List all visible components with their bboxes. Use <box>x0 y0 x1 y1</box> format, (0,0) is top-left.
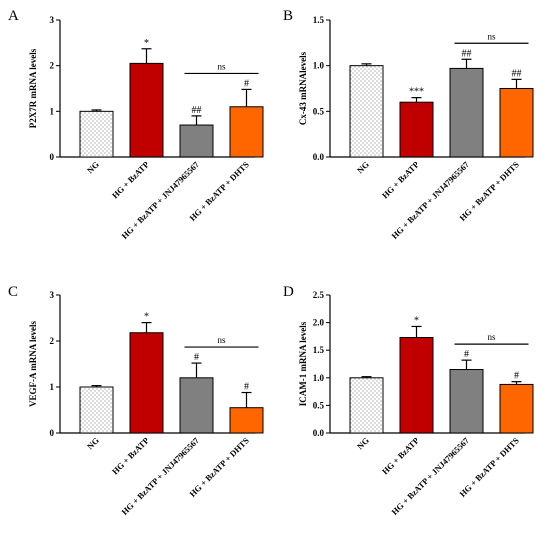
panel-letter: D <box>283 284 294 300</box>
bar-3 <box>449 369 484 434</box>
significance-label: ## <box>512 68 522 79</box>
y-axis-label: Cx-43 mRNAlevels <box>298 51 308 125</box>
bar-1 <box>349 377 384 434</box>
ns-label: ns <box>487 31 496 41</box>
x-category-label: HG + BzATP <box>380 159 421 200</box>
panel-letter: A <box>8 8 19 24</box>
x-category-label: NG <box>355 435 371 451</box>
significance-label: # <box>244 78 249 89</box>
y-tick-label: 1.0 <box>313 61 325 71</box>
bar-2 <box>399 101 434 158</box>
bar-1 <box>349 65 384 158</box>
y-tick-label: 0.5 <box>313 400 325 410</box>
ns-label: ns <box>217 61 226 71</box>
bar-3 <box>179 377 214 434</box>
significance-label: * <box>144 312 149 323</box>
bar-4 <box>229 106 264 158</box>
y-tick-label: 1 <box>50 382 55 392</box>
bar-4 <box>499 383 534 434</box>
y-tick-label: 0 <box>50 428 55 438</box>
x-category-label: NG <box>355 159 371 175</box>
x-category-label: HG + BzATP <box>380 435 421 476</box>
y-tick-label: 2 <box>50 61 55 71</box>
chart-panel-d: D 0.0 0.5 1.0 1.5 2.0 2.5 ICAM-1 mRNA levels NG *… <box>283 284 534 517</box>
y-tick-label: 0.0 <box>313 428 325 438</box>
y-tick-label: 1.5 <box>313 15 325 25</box>
x-category-label: NG <box>85 435 101 451</box>
bar-1 <box>79 110 114 158</box>
bar-1 <box>79 386 114 434</box>
y-tick-label: 1.5 <box>313 345 325 355</box>
y-axis-label: VEGF-A mRNA levels <box>28 321 38 407</box>
bar-4 <box>229 407 264 434</box>
significance-label: *** <box>409 87 424 98</box>
significance-label: # <box>194 352 199 363</box>
significance-label: * <box>144 38 149 49</box>
significance-label: # <box>464 349 469 360</box>
y-tick-label: 0.5 <box>313 106 325 116</box>
chart-panel-b: B 0.0 0.5 1.0 1.5 Cx-43 mRNAlevels NG *** HG + B… <box>283 8 534 241</box>
y-tick-label: 2 <box>50 336 55 346</box>
y-tick-label: 2.0 <box>313 318 325 328</box>
significance-label: ## <box>192 105 202 116</box>
panel-letter: C <box>8 284 18 300</box>
y-tick-label: 1.0 <box>313 373 325 383</box>
bar-2 <box>129 332 164 434</box>
y-tick-label: 0 <box>50 152 55 162</box>
significance-label: ## <box>462 48 472 59</box>
bar-4 <box>499 88 534 158</box>
y-axis-label: P2X7R mRNA levels <box>28 48 38 128</box>
x-category-label: NG <box>85 159 101 175</box>
y-tick-label: 2.5 <box>313 290 325 300</box>
bar-3 <box>449 67 484 158</box>
significance-label: # <box>514 371 519 382</box>
bar-2 <box>129 62 164 158</box>
bar-2 <box>399 337 434 434</box>
ns-label: ns <box>487 332 496 342</box>
panel-letter: B <box>283 8 293 24</box>
significance-label: * <box>414 315 419 326</box>
significance-label: # <box>244 382 249 393</box>
y-tick-label: 3 <box>50 290 55 300</box>
y-axis-label: ICAM-1 mRNA levels <box>298 321 308 406</box>
x-category-label: HG + BzATP <box>110 435 151 476</box>
y-tick-label: 0.0 <box>313 152 325 162</box>
y-tick-label: 3 <box>50 15 55 25</box>
ns-label: ns <box>217 335 226 345</box>
bar-3 <box>179 124 214 158</box>
x-category-label: HG + BzATP <box>110 159 151 200</box>
y-tick-label: 1 <box>50 106 55 116</box>
